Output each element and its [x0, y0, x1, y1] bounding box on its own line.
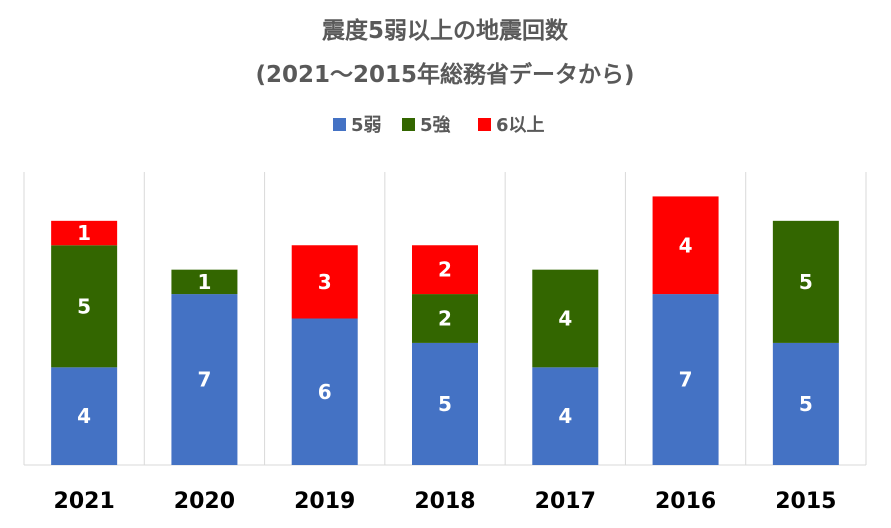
plot-area: 4 5 1 2021 7 1 2020 6 3 2019 5 2 2 2018 4 4 2017 7 4 2016 5 5… — [23, 172, 867, 514]
chart-title: 震度5弱以上の地震回数 — [322, 17, 569, 44]
data-label: 4 — [558, 307, 572, 331]
data-label: 7 — [197, 368, 211, 392]
data-label: 7 — [679, 368, 693, 392]
legend-swatch-3 — [478, 118, 491, 131]
x-tick-label: 2020 — [174, 489, 235, 514]
x-tick-label: 2015 — [775, 489, 836, 514]
data-label: 4 — [679, 233, 693, 257]
bar-2019-5弱 — [291, 318, 358, 465]
data-label: 5 — [799, 392, 813, 416]
bar-2018-5弱 — [412, 342, 478, 465]
bar-2018-5強 — [412, 294, 478, 343]
data-label: 5 — [438, 392, 452, 416]
x-tick-label: 2019 — [294, 489, 355, 514]
data-label: 2 — [438, 307, 452, 331]
bar-2020-5強 — [171, 269, 238, 295]
bar-2019-6以上 — [291, 245, 358, 319]
bar-2016-6以上 — [652, 196, 719, 295]
legend-label-1: 5弱 — [351, 115, 382, 136]
bar-2016-5弱 — [652, 294, 719, 465]
bar-2021-6以上 — [51, 220, 118, 246]
x-tick-label: 2021 — [54, 489, 115, 514]
data-label: 6 — [318, 380, 332, 404]
data-label: 3 — [318, 270, 332, 294]
data-label: 2 — [438, 258, 452, 282]
x-tick-label: 2017 — [535, 489, 596, 514]
data-label: 1 — [197, 270, 211, 294]
x-tick-label: 2016 — [655, 489, 716, 514]
bar-2015-5強 — [772, 220, 839, 343]
bar-2021-5強 — [51, 245, 118, 368]
data-label: 4 — [77, 404, 91, 428]
legend-label-3: 6以上 — [496, 115, 545, 136]
legend: 5弱 5強 6以上 — [333, 114, 545, 136]
bar-2021-5弱 — [51, 367, 118, 465]
bar-2020-5弱 — [171, 294, 238, 465]
bar-2018-6以上 — [412, 245, 478, 295]
legend-swatch-1 — [333, 118, 346, 131]
data-label: 1 — [77, 221, 91, 245]
bar-2017-5弱 — [532, 367, 599, 465]
data-label: 4 — [558, 404, 572, 428]
legend-swatch-2 — [402, 118, 415, 131]
bar-2015-5弱 — [772, 342, 839, 465]
x-tick-label: 2018 — [414, 489, 475, 514]
legend-label-2: 5強 — [420, 114, 451, 136]
chart-subtitle: (2021～2015年総務省データから) — [255, 61, 634, 88]
bar-2017-5強 — [532, 269, 599, 368]
data-label: 5 — [77, 294, 91, 318]
data-label: 5 — [799, 270, 813, 294]
